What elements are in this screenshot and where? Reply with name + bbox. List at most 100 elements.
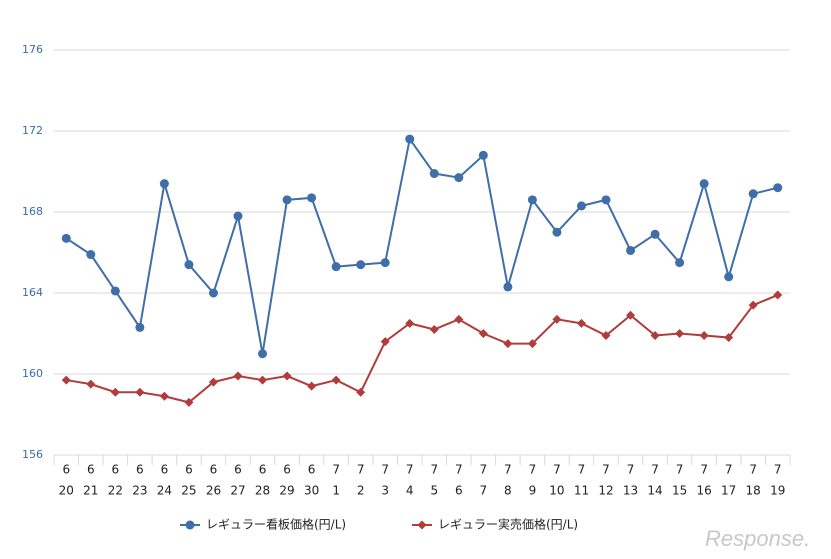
point: [307, 381, 317, 391]
point: [380, 337, 390, 347]
x-tick-label: 6: [136, 463, 144, 477]
y-tick-label: 164: [22, 286, 43, 299]
x-tick-label: 7: [332, 463, 340, 477]
point: [773, 183, 783, 193]
point: [454, 314, 464, 324]
point: [61, 233, 71, 243]
point: [110, 387, 120, 397]
point: [233, 371, 243, 381]
point: [748, 300, 758, 310]
x-tick-label: 27: [230, 484, 245, 498]
point: [699, 331, 709, 341]
x-tick-label: 30: [304, 484, 319, 498]
x-tick-label: 14: [647, 484, 662, 498]
x-tick-label: 7: [504, 463, 512, 477]
x-tick-label: 3: [381, 484, 389, 498]
point: [601, 195, 611, 205]
x-tick-label: 10: [549, 484, 564, 498]
point: [159, 179, 169, 189]
point: [258, 349, 268, 359]
point: [282, 195, 292, 205]
point: [159, 391, 169, 401]
x-tick-label: 6: [112, 463, 120, 477]
point: [331, 262, 341, 272]
x-tick-label: 6: [62, 463, 70, 477]
point: [576, 201, 586, 211]
x-tick-label: 6: [234, 463, 242, 477]
x-tick-label: 7: [406, 463, 414, 477]
x-tick-label: 7: [700, 463, 708, 477]
x-tick-label: 1: [332, 484, 340, 498]
y-tick-label: 172: [22, 124, 43, 137]
point: [478, 329, 488, 338]
point: [185, 520, 195, 530]
point: [503, 339, 513, 349]
point: [724, 272, 734, 282]
point: [429, 169, 439, 179]
x-tick-label: 6: [185, 463, 193, 477]
x-tick-label: 7: [627, 463, 635, 477]
x-tick-label: 7: [774, 463, 782, 477]
point: [331, 375, 341, 385]
y-tick-label: 156: [22, 448, 43, 461]
point: [626, 310, 636, 320]
point: [282, 371, 292, 381]
legend-label: レギュラー実売価格(円/L): [438, 517, 578, 532]
x-tick-label: 7: [749, 463, 757, 477]
x-tick-label: 19: [770, 484, 785, 498]
point: [699, 179, 709, 189]
point: [184, 260, 194, 270]
point: [233, 211, 243, 221]
x-tick-label: 26: [206, 484, 221, 498]
point: [527, 195, 537, 205]
point: [650, 331, 660, 341]
x-tick-label: 6: [259, 463, 267, 477]
x-tick-label: 2: [357, 484, 365, 498]
point: [454, 173, 464, 183]
x-tick-label: 7: [455, 463, 463, 477]
x-tick-label: 12: [598, 484, 613, 498]
x-tick-label: 6: [210, 463, 218, 477]
x-tick-label: 7: [676, 463, 684, 477]
watermark: Response.: [705, 526, 810, 551]
y-tick-label: 160: [22, 367, 43, 380]
point: [86, 379, 96, 389]
x-tick-label: 20: [59, 484, 74, 498]
point: [552, 227, 562, 237]
point: [429, 324, 439, 334]
point: [748, 189, 758, 199]
point: [184, 397, 194, 407]
x-tick-label: 7: [381, 463, 389, 477]
x-tick-label: 22: [108, 484, 123, 498]
point: [405, 134, 415, 144]
x-tick-label: 18: [746, 484, 761, 498]
x-tick-label: 6: [308, 463, 316, 477]
point: [61, 375, 71, 385]
x-tick-label: 9: [529, 484, 537, 498]
point: [576, 318, 586, 328]
point: [135, 322, 145, 332]
point: [356, 260, 366, 270]
x-tick-label: 4: [406, 484, 414, 498]
x-tick-label: 6: [161, 463, 169, 477]
point: [601, 331, 611, 341]
point: [86, 250, 96, 260]
point: [405, 318, 415, 328]
point: [675, 258, 685, 268]
x-tick-label: 5: [430, 484, 438, 498]
y-tick-label: 168: [22, 205, 43, 218]
x-tick-label: 13: [623, 484, 638, 498]
point: [650, 229, 660, 239]
point: [626, 245, 636, 255]
point: [110, 286, 120, 296]
x-tick-label: 7: [725, 463, 733, 477]
point: [208, 377, 218, 387]
point: [135, 387, 145, 397]
point: [675, 329, 685, 338]
x-tick-label: 7: [480, 484, 488, 498]
x-tick-label: 7: [529, 463, 537, 477]
point: [417, 520, 427, 530]
x-tick-label: 17: [721, 484, 736, 498]
x-tick-label: 7: [357, 463, 365, 477]
